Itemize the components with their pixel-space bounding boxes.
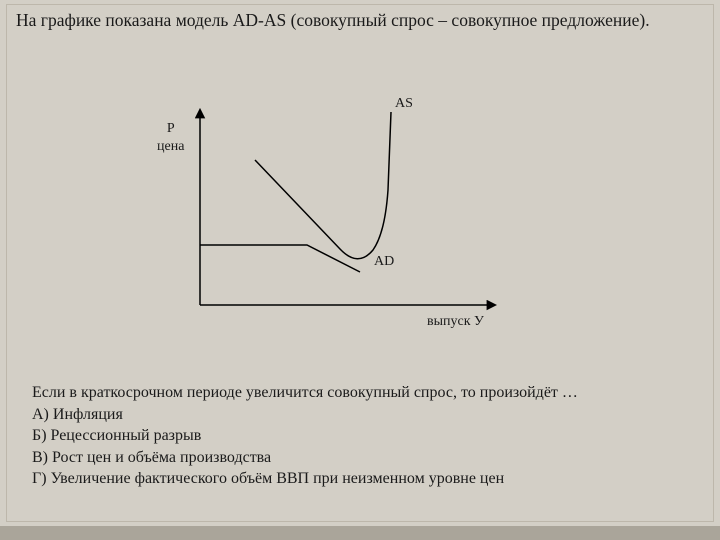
bottom-bar: [0, 526, 720, 540]
slide: На графике показана модель AD-AS (совоку…: [0, 0, 720, 540]
as-label: AS: [395, 95, 413, 113]
y-axis-label-line2: цена: [157, 139, 184, 154]
y-axis-label-line1: Р: [167, 121, 175, 136]
ad-as-chart: Р цена AS AD выпуск У: [145, 95, 517, 345]
chart-svg: [145, 95, 517, 345]
option-d: Г) Увеличение фактического объём ВВП при…: [32, 468, 688, 490]
option-a: А) Инфляция: [32, 404, 688, 426]
question-block: Если в краткосрочном периоде увеличится …: [32, 382, 688, 490]
question-stem: Если в краткосрочном периоде увеличится …: [32, 382, 688, 404]
y-axis-label: Р цена: [157, 120, 184, 156]
option-c: В) Рост цен и объёма производства: [32, 447, 688, 469]
ad-label: AD: [374, 253, 394, 271]
x-axis-label: выпуск У: [427, 313, 484, 331]
slide-title: На графике показана модель AD-AS (совоку…: [16, 10, 704, 31]
option-b: Б) Рецессионный разрыв: [32, 425, 688, 447]
